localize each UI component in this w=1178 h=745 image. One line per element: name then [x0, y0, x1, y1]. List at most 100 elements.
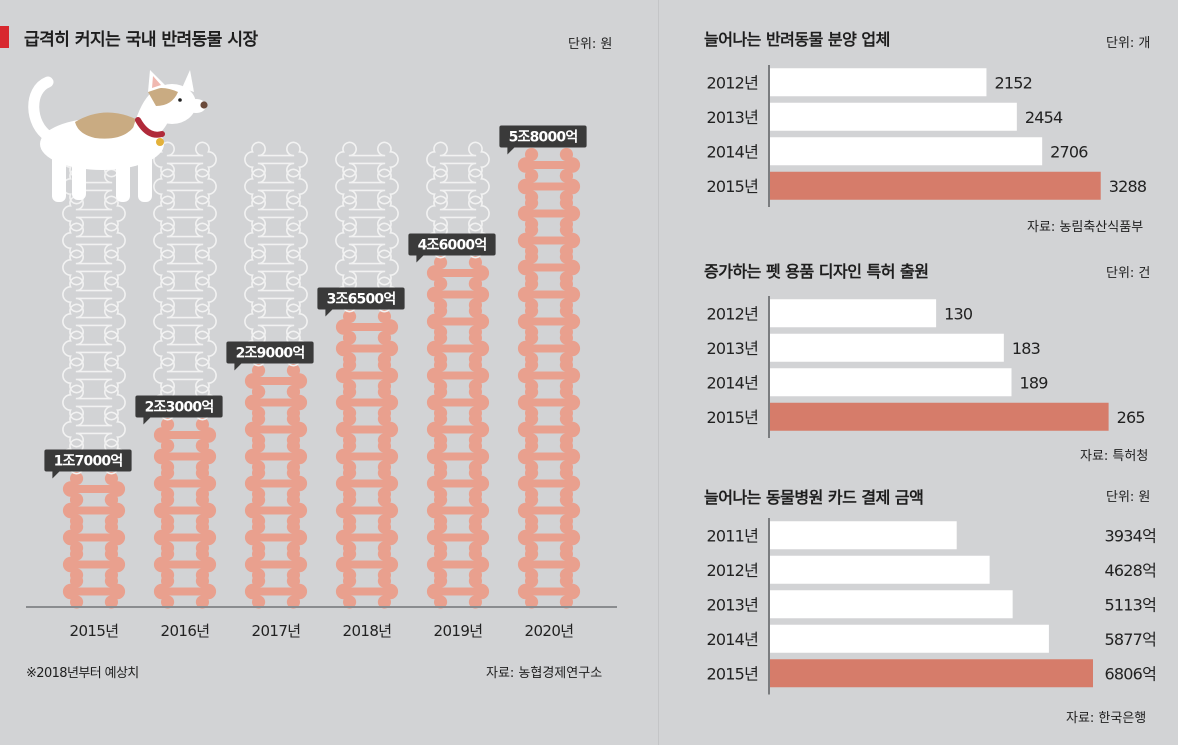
bone-filled-icon — [244, 493, 308, 528]
bone-filled-icon — [517, 412, 581, 447]
bone-filled-icon — [244, 412, 308, 447]
patents-title: 증가하는 펫 용품 디자인 특허 출원 — [704, 262, 929, 281]
bar — [770, 68, 987, 97]
bone-filled-icon — [517, 385, 581, 420]
patents-chart: 2012년 130 2013년 183 2014년 189 2015년 265 — [707, 296, 1146, 438]
value-label: 130 — [944, 304, 973, 323]
hospital-source: 자료: 한국은행 — [1066, 711, 1147, 726]
bone-filled-icon — [517, 466, 581, 501]
bone-outline-icon — [244, 141, 308, 178]
bone-filled-icon — [517, 331, 581, 366]
bone-outline-icon — [153, 276, 217, 313]
category-label: 2012년 — [707, 561, 759, 580]
bar — [770, 624, 1049, 653]
bone-filled-icon — [335, 439, 399, 474]
panel-divider — [658, 0, 659, 745]
x-tick-label: 2017년 — [252, 622, 301, 640]
bone-filled-icon — [426, 255, 490, 291]
bone-filled-icon — [517, 358, 581, 393]
bone-filled-icon — [153, 417, 217, 453]
value-label: 2706 — [1050, 142, 1088, 161]
value-label: 5877억 — [1105, 630, 1156, 649]
bone-filled-icon — [244, 547, 308, 582]
bone-outline-icon — [244, 276, 308, 313]
category-label: 2013년 — [707, 595, 759, 614]
value-label: 189 — [1020, 373, 1049, 392]
bone-outline-icon — [62, 384, 126, 421]
value-label: 3조6500억 — [327, 292, 396, 308]
bone-outline-icon — [426, 195, 490, 232]
value-label: 3934억 — [1105, 526, 1156, 545]
bone-outline-icon — [62, 330, 126, 367]
value-tag — [226, 341, 314, 364]
bone-outline-icon — [244, 249, 308, 286]
category-label: 2013년 — [707, 108, 759, 127]
bone-filled-icon — [335, 412, 399, 447]
bone-outline-icon — [153, 195, 217, 232]
bone-filled-icon — [426, 520, 490, 555]
bone-column — [153, 141, 217, 609]
market-chart: 1조7000억 2015년 2조3000억 2016년 2조9000억 2017년 3조65… — [26, 125, 617, 640]
patents-unit: 단위: 건 — [1106, 266, 1151, 281]
bar — [770, 299, 937, 328]
bone-outline-icon — [335, 222, 399, 259]
category-label: 2014년 — [707, 142, 759, 161]
bone-filled-icon — [517, 277, 581, 312]
bone-filled-icon — [517, 196, 581, 231]
hospital-chart: 2011년 3934억 2012년 4628억 2013년 5113억 2014년 5877억… — [707, 518, 1157, 695]
category-label: 2015년 — [707, 664, 759, 683]
bone-filled-icon — [62, 547, 126, 582]
breeders-unit: 단위: 개 — [1106, 36, 1151, 51]
bone-outline-icon — [153, 303, 217, 340]
bone-filled-icon — [244, 439, 308, 474]
value-label: 4조6000억 — [418, 238, 487, 254]
bar — [770, 137, 1043, 166]
hospital-unit: 단위: 원 — [1106, 490, 1151, 505]
bone-filled-icon — [153, 466, 217, 501]
bar — [770, 368, 1012, 397]
value-label: 4628억 — [1105, 561, 1156, 580]
bone-filled-icon — [517, 250, 581, 285]
bone-outline-icon — [335, 168, 399, 205]
bone-outline-icon — [153, 141, 217, 178]
bone-filled-icon — [426, 304, 490, 339]
dog-icon — [28, 70, 208, 202]
bone-filled-icon — [517, 574, 581, 609]
bone-filled-icon — [426, 547, 490, 582]
value-tag — [408, 233, 496, 256]
bone-filled-icon — [517, 547, 581, 582]
bone-outline-icon — [62, 222, 126, 259]
value-label: 1조7000억 — [54, 454, 123, 470]
bone-outline-icon — [153, 330, 217, 367]
bar — [770, 521, 957, 550]
category-label: 2015년 — [707, 408, 759, 427]
bone-filled-icon — [335, 493, 399, 528]
bone-filled-icon — [335, 466, 399, 501]
bone-filled-icon — [426, 412, 490, 447]
main-title: 급격히 커지는 국내 반려동물 시장 — [24, 30, 258, 50]
bone-outline-icon — [335, 249, 399, 286]
bone-outline-icon — [244, 222, 308, 259]
value-tag — [44, 449, 132, 472]
bone-column — [426, 141, 490, 609]
category-label: 2015년 — [707, 177, 759, 196]
bone-filled-icon — [517, 304, 581, 339]
x-tick-label: 2015년 — [70, 622, 119, 640]
bone-outline-icon — [335, 141, 399, 178]
bone-filled-icon — [335, 520, 399, 555]
main-footnote: ※2018년부터 예상치 — [26, 666, 139, 681]
bone-filled-icon — [335, 385, 399, 420]
title-accent-bar — [0, 26, 9, 48]
value-label: 2454 — [1025, 108, 1063, 127]
bone-filled-icon — [335, 547, 399, 582]
bone-outline-icon — [153, 357, 217, 394]
bone-filled-icon — [244, 466, 308, 501]
bone-filled-icon — [244, 574, 308, 609]
bone-column — [517, 147, 581, 609]
bar — [770, 102, 1017, 131]
bone-filled-icon — [426, 574, 490, 609]
category-label: 2011년 — [707, 526, 759, 545]
bone-outline-icon — [244, 168, 308, 205]
dog-illustration — [28, 70, 208, 202]
bone-outline-icon — [62, 195, 126, 232]
